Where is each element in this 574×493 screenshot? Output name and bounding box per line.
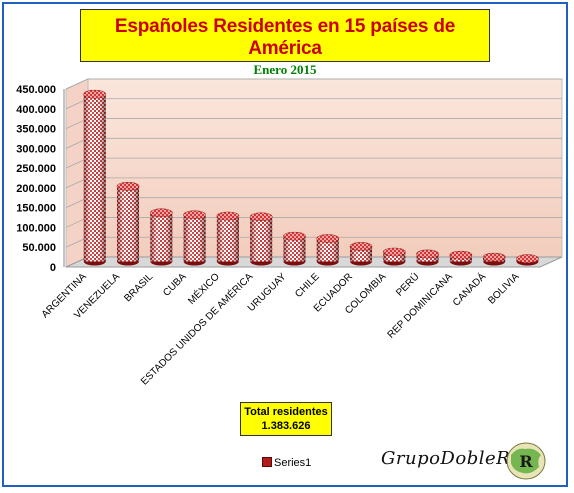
y-tick-label: 450.000 (16, 84, 56, 96)
chart-subtitle: Enero 2015 (253, 62, 317, 77)
x-tick-label: CHILE (293, 271, 322, 300)
y-tick-label: 250.000 (16, 163, 56, 175)
legend: Series1 (262, 457, 311, 469)
bar (283, 231, 306, 266)
chart-title: Españoles Residentes en 15 países de Amé… (114, 16, 456, 59)
x-tick-label: BOLIVIA (486, 271, 522, 307)
bar (416, 249, 439, 266)
y-tick-label: 0 (50, 262, 56, 274)
legend-swatch (262, 457, 272, 467)
bars (83, 89, 539, 266)
legend-label: Series1 (274, 457, 312, 469)
x-tick-label: CUBA (161, 271, 189, 299)
bar (249, 212, 273, 266)
y-tick-label: 100.000 (16, 222, 56, 234)
y-tick-label: 350.000 (16, 124, 56, 136)
bar (383, 247, 406, 266)
logo-area: GrupoDobleR R (375, 438, 562, 485)
y-tick-label: 400.000 (16, 104, 56, 116)
bar (449, 250, 473, 266)
total-residents-value: 1.383.626 (261, 420, 311, 432)
y-tick-label: 50.000 (22, 242, 56, 254)
x-tick-label: ESTADOS UNIDOS DE AMÉRICA (138, 270, 256, 388)
bar (150, 208, 173, 266)
total-residents-label: Total residentes (244, 406, 328, 418)
y-axis: 0 50.000 100.000 150.000 200.000 250.000 300.0… (16, 84, 65, 274)
total-residents-box: Total residentes 1.383.626 (240, 402, 332, 436)
bar (316, 234, 340, 266)
bar (482, 252, 506, 266)
y-tick-label: 150.000 (16, 203, 56, 215)
bar (349, 242, 373, 266)
chart-title-box: Españoles Residentes en 15 países de Amé… (80, 9, 490, 77)
brand-emblem-icon: R (506, 442, 546, 480)
bar (516, 254, 539, 266)
x-tick-label: REP DOMINICANA (386, 271, 456, 341)
y-tick-label: 300.000 (16, 143, 56, 155)
brand-emblem-letter: R (519, 452, 533, 471)
brand-logo-text: GrupoDobleR (381, 448, 511, 469)
bar (216, 211, 240, 266)
x-tick-label: PERÚ (393, 270, 422, 299)
x-tick-label: CANADÁ (450, 270, 489, 309)
gridline-side (65, 78, 89, 90)
bar (116, 182, 140, 266)
bar (183, 210, 206, 266)
y-tick-label: 200.000 (16, 183, 56, 195)
bar (83, 89, 107, 266)
plot-wall (65, 78, 563, 268)
x-tick-label: BRASIL (122, 271, 155, 304)
